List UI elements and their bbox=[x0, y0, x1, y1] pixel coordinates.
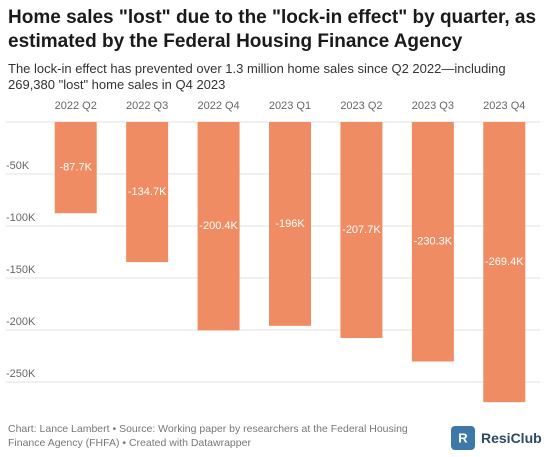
y-tick-label: -200K bbox=[6, 316, 36, 328]
x-tick-label: 2022 Q3 bbox=[126, 100, 168, 112]
value-label: -87.7K bbox=[60, 162, 93, 174]
x-tick-label: 2023 Q3 bbox=[412, 100, 454, 112]
y-tick-label: -100K bbox=[6, 212, 36, 224]
logo-text: ResiClub bbox=[481, 430, 542, 446]
y-tick-label: -50K bbox=[6, 160, 30, 172]
x-tick-label: 2023 Q2 bbox=[340, 100, 382, 112]
value-label: -200.4K bbox=[199, 220, 238, 232]
bar bbox=[411, 122, 454, 362]
bar bbox=[340, 122, 383, 339]
bar bbox=[269, 122, 311, 326]
source-note: Chart: Lance Lambert • Source: Working p… bbox=[8, 423, 408, 449]
bar bbox=[126, 122, 169, 263]
svg-text:R: R bbox=[458, 430, 468, 445]
value-label: -269.4K bbox=[485, 256, 524, 268]
logo: R ResiClub bbox=[450, 425, 542, 451]
bar bbox=[54, 122, 97, 214]
y-tick-label: -250K bbox=[6, 368, 36, 380]
chart-title: Home sales "lost" due to the "lock-in ef… bbox=[8, 7, 537, 52]
x-tick-label: 2022 Q2 bbox=[55, 100, 97, 112]
x-tick-label: 2022 Q4 bbox=[197, 100, 239, 112]
y-tick-label: -150K bbox=[6, 264, 36, 276]
value-label: -207.7K bbox=[342, 224, 381, 236]
bar bbox=[197, 122, 240, 331]
x-tick-label: 2023 Q4 bbox=[483, 100, 525, 112]
value-label: -196K bbox=[275, 218, 305, 230]
value-label: -230.3K bbox=[414, 236, 453, 248]
x-tick-label: 2023 Q1 bbox=[269, 100, 311, 112]
bar bbox=[483, 122, 526, 403]
chart-subtitle: The lock-in effect has prevented over 1.… bbox=[8, 61, 506, 92]
value-label: -134.7K bbox=[128, 186, 167, 198]
logo-icon: R bbox=[451, 426, 475, 450]
